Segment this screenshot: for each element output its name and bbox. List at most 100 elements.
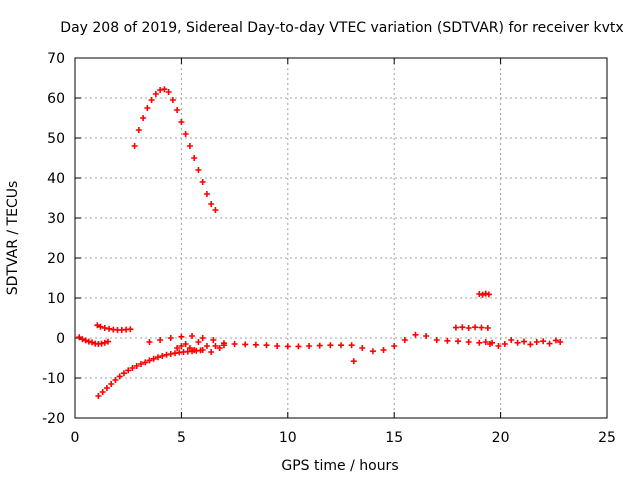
data-point — [489, 339, 496, 346]
data-point — [216, 345, 223, 351]
data-point — [182, 341, 189, 347]
data-point — [210, 337, 217, 343]
data-point — [514, 339, 521, 346]
data-point — [284, 343, 291, 350]
data-point — [120, 370, 127, 377]
data-point — [479, 291, 486, 298]
data-point — [203, 191, 210, 197]
series-arc-high-peak — [131, 86, 219, 213]
x-tick-label: 15 — [385, 430, 403, 446]
data-point — [137, 361, 144, 367]
data-point — [203, 343, 210, 349]
y-tick-label: 50 — [47, 131, 65, 147]
data-point — [174, 107, 181, 113]
data-point — [495, 343, 502, 349]
data-point — [412, 331, 419, 338]
y-tick-label: 60 — [47, 91, 65, 107]
data-point — [159, 353, 166, 359]
data-point — [220, 342, 227, 349]
data-point — [212, 207, 219, 213]
data-point — [172, 350, 179, 357]
data-point — [452, 324, 459, 331]
data-point — [208, 201, 215, 207]
data-point — [129, 365, 136, 371]
data-point — [79, 336, 86, 343]
data-point — [148, 97, 155, 103]
data-point — [106, 325, 113, 332]
data-point — [146, 339, 153, 345]
x-tick-label: 0 — [71, 430, 80, 446]
data-point — [350, 358, 357, 365]
data-point — [369, 348, 376, 355]
data-point — [95, 393, 102, 399]
data-point — [99, 389, 106, 395]
y-tick-label: -10 — [42, 371, 65, 387]
data-point — [167, 335, 174, 341]
data-point — [338, 342, 344, 349]
data-point — [482, 339, 489, 345]
y-tick-label: 30 — [47, 211, 65, 227]
series-arc-early-small — [76, 334, 111, 347]
series-outlier — [350, 358, 357, 365]
axis-ticks: 0 5 10 15 20 25 -20 -10 0 10 20 30 40 50 60 70 — [42, 51, 616, 446]
data-point — [444, 337, 451, 344]
data-point — [527, 341, 534, 348]
chart-title: Day 208 of 2019, Sidereal Day-to-day VTE… — [60, 20, 623, 36]
data-point — [191, 155, 198, 161]
data-point — [521, 338, 528, 345]
data-point — [116, 373, 123, 380]
y-tick-label: 10 — [47, 291, 65, 307]
data-point — [459, 324, 466, 331]
data-point — [103, 385, 110, 391]
data-point — [252, 341, 259, 348]
data-point — [208, 349, 215, 355]
data-point — [401, 337, 408, 343]
data-point — [98, 340, 105, 347]
data-point — [199, 347, 206, 353]
data-point — [89, 339, 96, 346]
data-point — [112, 377, 119, 383]
series-arc-near-11 — [476, 290, 492, 298]
data-point — [423, 333, 430, 339]
data-point — [274, 343, 281, 349]
x-tick-label: 20 — [492, 430, 510, 446]
data-point — [380, 347, 387, 353]
data-point — [485, 291, 492, 298]
data-point — [165, 89, 172, 95]
data-point — [108, 381, 115, 387]
data-point — [295, 343, 302, 350]
data-point — [359, 345, 366, 351]
data-point — [306, 343, 313, 349]
data-point — [189, 333, 196, 339]
data-point — [195, 167, 202, 173]
data-point — [178, 333, 185, 340]
data-point — [152, 91, 159, 97]
x-tick-label: 10 — [279, 430, 297, 446]
data-point — [142, 359, 149, 366]
data-point — [140, 115, 147, 121]
data-point — [131, 143, 138, 149]
data-point — [433, 337, 440, 343]
y-tick-label: 20 — [47, 251, 65, 267]
data-point — [327, 342, 334, 349]
data-point — [178, 343, 185, 349]
data-point — [231, 341, 238, 347]
data-point — [127, 326, 134, 333]
plot-frame — [74, 57, 608, 419]
series-arc-late-baseline — [482, 337, 564, 349]
y-tick-label: 40 — [47, 171, 65, 187]
data-point — [484, 325, 491, 331]
data-point — [94, 322, 101, 329]
data-point — [557, 339, 564, 345]
data-point — [465, 339, 472, 345]
data-point — [82, 337, 89, 344]
data-point — [186, 345, 193, 351]
series-arc-below-baseline — [174, 339, 227, 355]
data-point — [178, 119, 185, 125]
y-tick-label: 70 — [47, 51, 65, 67]
data-point — [133, 363, 140, 369]
data-point — [455, 338, 462, 345]
data-point — [161, 86, 168, 93]
y-tick-label: -20 — [42, 411, 65, 427]
